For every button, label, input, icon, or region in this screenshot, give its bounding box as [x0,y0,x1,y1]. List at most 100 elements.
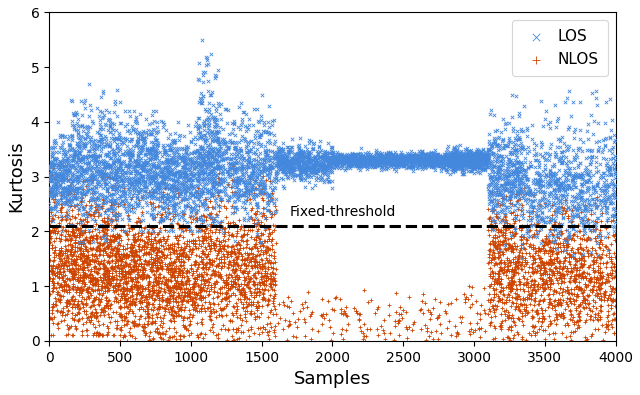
LOS [561,182,571,188]
NLOS [588,226,598,232]
LOS [408,156,419,162]
NLOS [531,266,541,273]
NLOS [181,267,191,274]
LOS [94,173,104,179]
LOS [168,137,179,143]
LOS [497,192,508,198]
LOS [81,140,92,146]
LOS [342,158,353,165]
NLOS [557,266,568,273]
NLOS [84,270,95,276]
LOS [327,156,337,162]
NLOS [270,306,280,312]
LOS [295,151,305,157]
LOS [319,164,330,170]
NLOS [208,306,218,312]
NLOS [527,307,537,313]
NLOS [450,322,460,329]
NLOS [545,299,556,306]
LOS [111,135,121,142]
NLOS [502,257,513,263]
NLOS [550,237,560,243]
LOS [490,190,500,197]
NLOS [516,242,526,248]
NLOS [568,329,579,335]
NLOS [68,331,79,338]
LOS [193,130,203,136]
LOS [247,170,257,177]
NLOS [484,251,494,257]
LOS [75,177,85,183]
LOS [362,151,372,157]
LOS [101,141,111,147]
NLOS [239,260,250,267]
NLOS [130,335,140,341]
LOS [241,157,251,163]
NLOS [528,313,538,320]
LOS [568,252,579,258]
LOS [187,192,197,198]
LOS [441,156,451,162]
NLOS [70,248,80,254]
LOS [363,152,373,158]
NLOS [574,314,584,320]
LOS [215,204,225,211]
NLOS [564,298,575,304]
LOS [190,190,200,196]
LOS [140,162,150,169]
LOS [47,205,57,211]
LOS [100,141,111,148]
LOS [401,161,411,167]
NLOS [149,246,159,253]
LOS [561,201,571,207]
LOS [424,154,435,161]
NLOS [243,270,253,276]
LOS [422,157,433,163]
LOS [358,155,369,161]
LOS [604,183,614,189]
NLOS [252,216,262,223]
LOS [312,156,322,163]
NLOS [137,293,147,300]
LOS [273,169,283,175]
LOS [172,178,182,184]
LOS [504,120,514,126]
LOS [183,151,193,157]
LOS [475,165,485,171]
NLOS [143,259,154,265]
NLOS [98,241,108,247]
LOS [436,157,446,163]
LOS [65,184,75,190]
LOS [262,207,273,213]
LOS [214,146,224,152]
NLOS [196,220,207,226]
LOS [317,153,328,159]
NLOS [243,301,253,307]
LOS [252,106,262,113]
LOS [297,165,307,171]
NLOS [246,256,257,262]
LOS [264,137,275,144]
LOS [415,156,426,162]
NLOS [143,321,153,327]
LOS [334,165,344,171]
LOS [575,186,586,193]
NLOS [146,251,156,257]
NLOS [179,294,189,300]
LOS [357,157,367,163]
NLOS [150,276,161,283]
LOS [285,167,295,174]
LOS [350,158,360,164]
NLOS [592,290,602,296]
LOS [461,160,471,167]
NLOS [170,273,180,280]
LOS [179,183,189,189]
LOS [330,157,340,164]
LOS [108,151,118,158]
NLOS [226,232,236,238]
LOS [138,159,148,166]
LOS [408,164,418,170]
LOS [433,158,444,164]
LOS [438,155,448,162]
NLOS [597,322,607,328]
